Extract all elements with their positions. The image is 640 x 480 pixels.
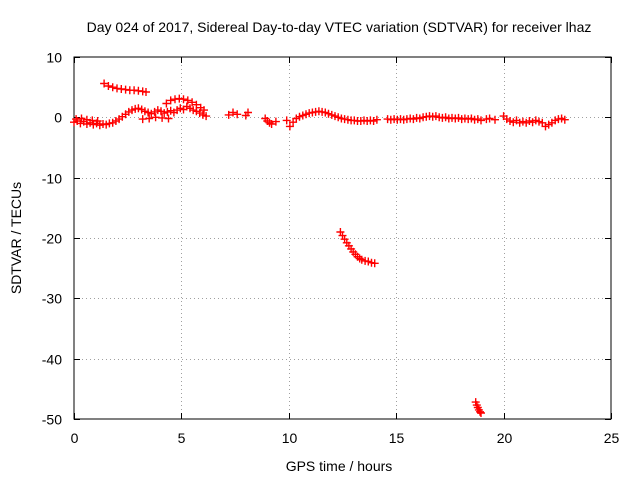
y-tick-label: 10 xyxy=(46,50,62,66)
data-point xyxy=(200,106,208,115)
data-point xyxy=(162,99,171,108)
data-point xyxy=(183,96,192,105)
x-tick-label: 15 xyxy=(389,430,405,446)
x-tick-label: 25 xyxy=(604,430,620,446)
data-point xyxy=(370,259,379,268)
y-tick-label: -30 xyxy=(42,291,62,307)
data-point xyxy=(100,79,109,88)
data-point xyxy=(142,88,150,96)
data-point xyxy=(192,100,201,109)
data-point xyxy=(108,83,117,92)
data-point xyxy=(271,117,280,126)
data-point xyxy=(77,114,86,123)
data-point xyxy=(104,82,113,90)
data-point xyxy=(372,115,381,124)
data-point xyxy=(244,108,252,117)
axis-ticks: 0 5 10 15 20 25 -50 -40 -30 -20 -10 0 10 xyxy=(42,50,620,447)
data-point xyxy=(229,108,237,117)
y-tick-label: 0 xyxy=(54,110,62,126)
data-point xyxy=(491,115,499,124)
data-point xyxy=(560,115,569,124)
x-tick-label: 0 xyxy=(71,430,79,446)
data-point xyxy=(267,120,276,128)
data-point xyxy=(145,114,154,123)
x-tick-label: 10 xyxy=(282,430,298,446)
y-axis-label: SDTVAR / TECUs xyxy=(8,182,24,294)
data-point xyxy=(179,95,188,104)
x-tick-label: 20 xyxy=(497,430,513,446)
data-point xyxy=(477,409,485,417)
data-point xyxy=(477,116,485,125)
data-point xyxy=(233,110,242,119)
y-tick-label: -10 xyxy=(42,171,62,187)
chart-title: Day 024 of 2017, Sidereal Day-to-day VTE… xyxy=(87,19,592,35)
data-point xyxy=(224,110,233,119)
data-point xyxy=(282,116,291,125)
data-points xyxy=(70,79,569,417)
data-point xyxy=(166,96,175,105)
data-point xyxy=(476,407,484,416)
y-tick-label: -20 xyxy=(42,231,62,247)
x-axis-label: GPS time / hours xyxy=(286,458,393,474)
y-tick-label: -40 xyxy=(42,352,62,368)
data-point xyxy=(93,117,102,125)
x-tick-label: 5 xyxy=(178,430,186,446)
data-point xyxy=(285,122,294,131)
data-point xyxy=(485,114,494,123)
data-point xyxy=(202,112,211,121)
data-point xyxy=(164,114,173,123)
y-tick-label: -50 xyxy=(42,412,62,428)
data-point xyxy=(188,98,197,107)
data-point xyxy=(82,115,91,124)
